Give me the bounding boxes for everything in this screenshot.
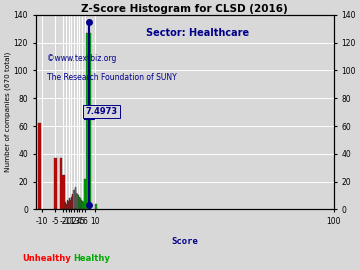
- Bar: [75, 188, 76, 209]
- Bar: [70, 200, 71, 209]
- Text: The Research Foundation of SUNY: The Research Foundation of SUNY: [47, 73, 176, 82]
- Bar: [78, 197, 79, 209]
- Bar: [79, 197, 80, 209]
- Bar: [71, 197, 72, 209]
- Bar: [84, 179, 86, 209]
- Text: Unhealthy: Unhealthy: [22, 254, 71, 263]
- Bar: [95, 204, 97, 209]
- Bar: [62, 175, 64, 209]
- Bar: [66, 204, 67, 209]
- Bar: [72, 195, 73, 209]
- Bar: [81, 200, 82, 209]
- Bar: [64, 204, 65, 209]
- Bar: [78, 195, 79, 209]
- Text: ©www.textbiz.org: ©www.textbiz.org: [47, 54, 116, 63]
- Bar: [80, 198, 81, 209]
- Text: 7.4973: 7.4973: [85, 107, 117, 116]
- Text: Sector: Healthcare: Sector: Healthcare: [147, 28, 249, 38]
- Bar: [76, 193, 77, 209]
- Text: Healthy: Healthy: [73, 254, 110, 263]
- X-axis label: Score: Score: [171, 237, 198, 246]
- Bar: [82, 202, 84, 209]
- Bar: [72, 194, 73, 209]
- Bar: [74, 191, 75, 209]
- Bar: [77, 194, 78, 209]
- Bar: [76, 194, 77, 209]
- Bar: [84, 204, 85, 209]
- Bar: [73, 195, 74, 209]
- Bar: [67, 200, 68, 209]
- Bar: [39, 123, 41, 209]
- Bar: [69, 198, 70, 209]
- Bar: [81, 201, 82, 209]
- Bar: [71, 198, 72, 209]
- Bar: [68, 201, 69, 209]
- Bar: [68, 202, 69, 209]
- Bar: [65, 202, 66, 209]
- Bar: [75, 187, 76, 209]
- Bar: [79, 198, 80, 209]
- Title: Z-Score Histogram for CLSD (2016): Z-Score Histogram for CLSD (2016): [81, 4, 288, 14]
- Bar: [77, 195, 78, 209]
- Bar: [86, 33, 91, 209]
- Bar: [54, 158, 57, 209]
- Y-axis label: Number of companies (670 total): Number of companies (670 total): [4, 52, 11, 172]
- Bar: [73, 190, 75, 209]
- Bar: [82, 201, 83, 209]
- Bar: [83, 202, 84, 209]
- Bar: [60, 158, 62, 209]
- Bar: [80, 200, 81, 209]
